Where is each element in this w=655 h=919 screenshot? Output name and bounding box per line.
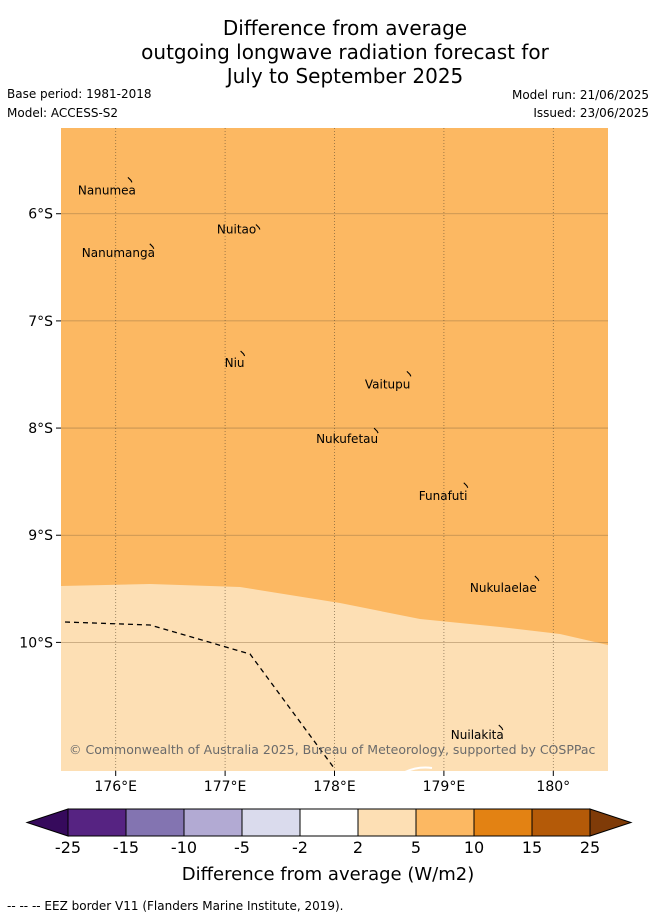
eez-border [64, 621, 335, 769]
colorbar-tick-label: -5 [234, 838, 250, 857]
island-outline [498, 724, 504, 731]
eez-legend-note: -- -- -- EEZ border V11 (Flanders Marine… [7, 899, 344, 913]
colorbar-swatch [473, 808, 533, 837]
island-label: Nukufetau [316, 432, 378, 446]
title-line-3: July to September 2025 [226, 64, 464, 88]
island-label: Funafuti [419, 489, 468, 503]
colorbar-swatches [25, 808, 633, 837]
island-label: Niu [225, 356, 245, 370]
island-label: Nanumanga [82, 246, 155, 260]
anomaly-zone-white-patch [404, 766, 433, 773]
map-title: Difference from average outgoing longwav… [0, 16, 655, 88]
colorbar-tick-label: 2 [353, 838, 363, 857]
longitude-tick-label: 180° [536, 779, 570, 795]
colorbar-labels: -25 -15 -10 -5 -2 2 5 10 15 25 [55, 838, 600, 857]
base-period: Base period: 1981-2018 [7, 87, 152, 101]
island-label: Nanumea [78, 183, 136, 197]
longitude-tick-label: 177°E [204, 779, 247, 795]
model-name: Model: ACCESS-S2 [7, 106, 119, 120]
colorbar-tick-label: 25 [580, 838, 600, 857]
colorbar-swatch [357, 808, 417, 837]
island-outline [406, 370, 412, 377]
island-outline [240, 350, 246, 357]
colorbar-swatch [531, 808, 591, 837]
island-label: Vaitupu [365, 377, 411, 391]
colorbar-swatch [415, 808, 475, 837]
title-line-2: outgoing longwave radiation forecast for [141, 40, 549, 64]
issued-date: Issued: 23/06/2025 [533, 106, 649, 120]
colorbar-swatch [125, 808, 185, 837]
longitude-tick-label: 178°E [313, 779, 356, 795]
latitude-tick-label: 9°S [28, 528, 53, 544]
model-run-date: Model run: 21/06/2025 [511, 88, 649, 102]
colorbar-tick-label: 10 [464, 838, 484, 857]
island-label: Nuitao [217, 223, 256, 237]
colorbar-tick-label: -15 [113, 838, 139, 857]
colorbar-swatch [299, 808, 359, 837]
longitude-tick-label: 179°E [423, 779, 466, 795]
colorbar-swatch [241, 808, 301, 837]
island-outline [127, 176, 133, 183]
colorbar-swatch [183, 808, 243, 837]
colorbar-tick-label: -10 [171, 838, 197, 857]
island-outline [463, 482, 469, 489]
island-label: Nukulaelae [470, 581, 537, 595]
colorbar-swatch [67, 808, 127, 837]
colorbar-tick-label: -25 [55, 838, 81, 857]
island-outline [255, 224, 261, 230]
island-label: Nuilakita [451, 728, 504, 742]
island-outline [149, 243, 155, 250]
copyright-notice: © Commonwealth of Australia 2025, Bureau… [69, 742, 595, 757]
colorbar-under-arrow [25, 808, 69, 837]
latitude-tick-label: 6°S [28, 207, 53, 223]
colorbar-over-arrow [589, 808, 633, 837]
colorbar-tick-label: -2 [292, 838, 308, 857]
latitude-tick-label: 8°S [28, 421, 53, 437]
colorbar-tick-label: 5 [411, 838, 421, 857]
island-layer: Nanumea Nuitao Nanumanga Niu Vaitupu Nukufeta… [78, 176, 540, 742]
colorbar-title: Difference from average (W/m2) [182, 864, 474, 885]
title-line-1: Difference from average [222, 16, 468, 40]
longitude-tick-label: 176°E [94, 779, 137, 795]
forecast-map: Nanumea Nuitao Nanumanga Niu Vaitupu Nukufeta… [19, 128, 608, 795]
map-gridlines [61, 128, 608, 771]
colorbar-tick-label: 15 [522, 838, 542, 857]
colorbar: -25 -15 -10 -5 -2 2 5 10 15 25 Difference from av… [25, 808, 633, 885]
axis-ticks: 6°S 7°S 8°S 9°S 10°S 176°E 177°E 178°E 179°E 180° [19, 207, 570, 795]
island-outline [534, 575, 540, 582]
latitude-tick-label: 7°S [28, 314, 53, 330]
latitude-tick-label: 10°S [19, 635, 53, 651]
island-outline [373, 427, 379, 434]
